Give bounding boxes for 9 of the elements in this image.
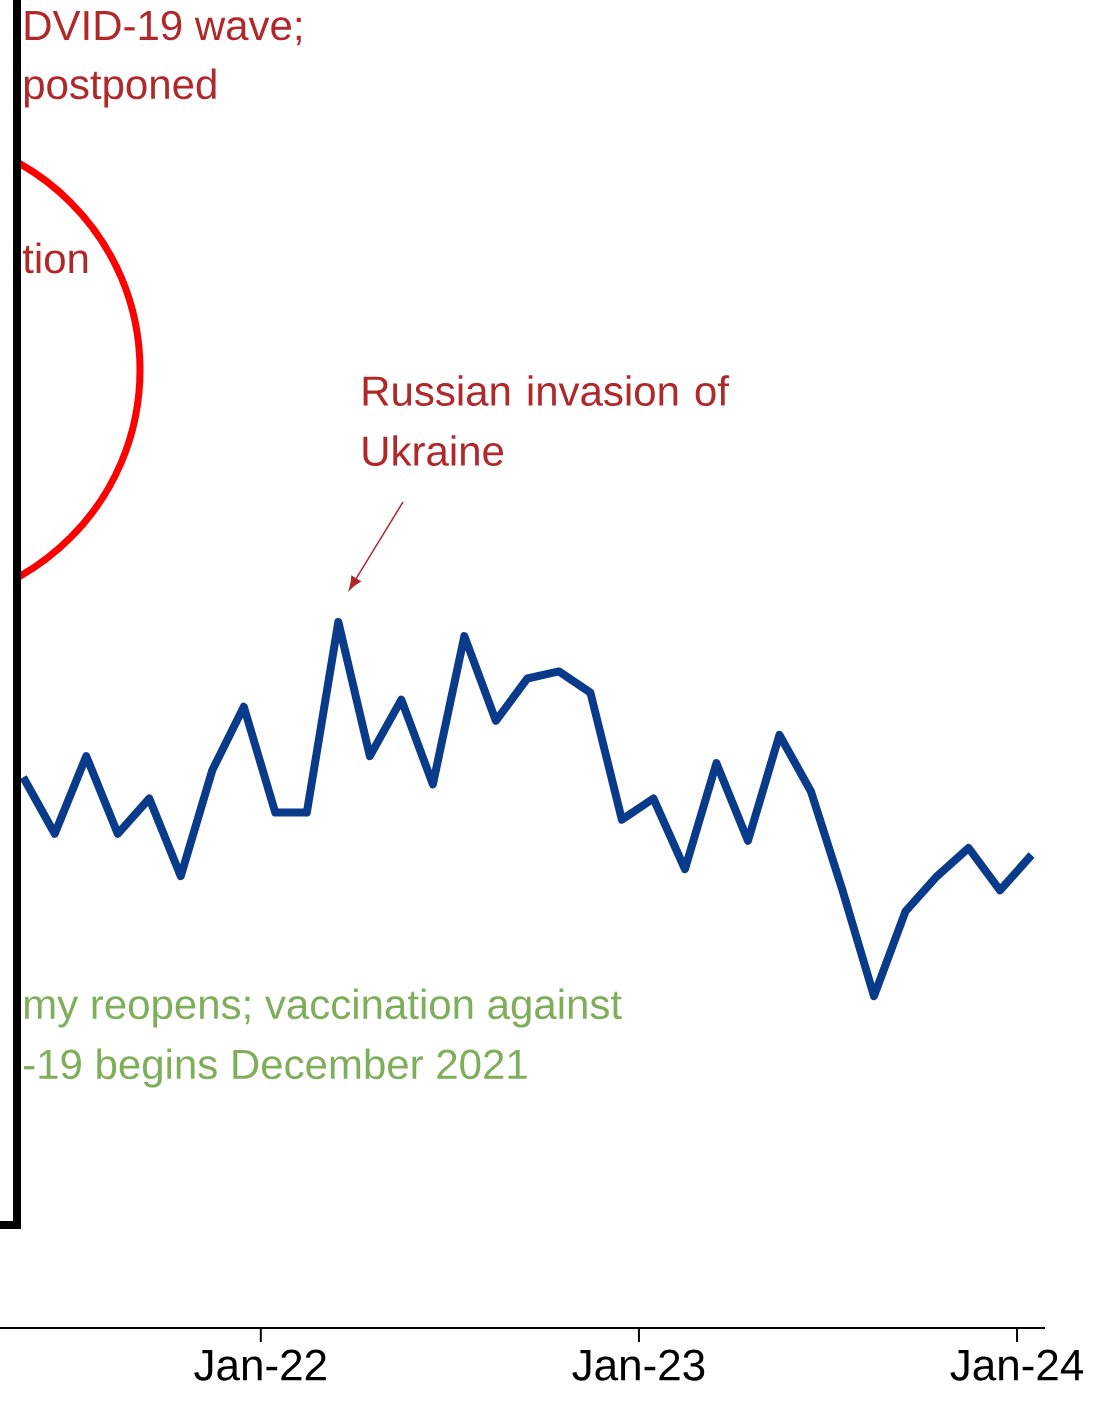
x-tick-label: Jan-23 — [572, 1349, 705, 1381]
text: tion — [22, 242, 88, 274]
text: Russian invasion of Ukraine — [363, 375, 730, 467]
annotation: -19 begins December 2021 — [24, 1048, 527, 1088]
text: postponed — [24, 68, 216, 108]
x-tick-label: Jan-22 — [194, 1349, 326, 1381]
text: DVID-19 wave; — [25, 10, 301, 46]
annotation: my reopens; vaccination against — [24, 988, 622, 1028]
x-tick-label: Jan-24 — [950, 1349, 1083, 1381]
